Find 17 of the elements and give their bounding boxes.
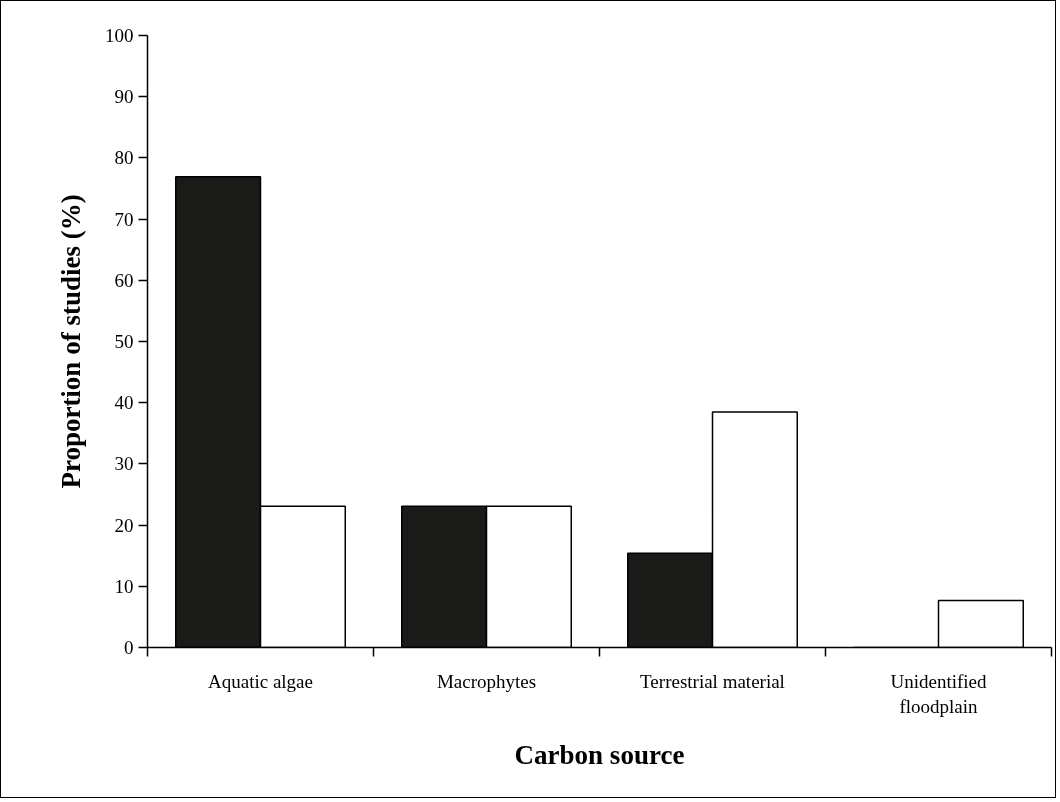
y-tick-label: 10 bbox=[114, 575, 134, 597]
x-tick-label: Macrophytes bbox=[436, 670, 537, 692]
y-tick-label: 60 bbox=[114, 269, 134, 291]
y-tick-label: 0 bbox=[124, 637, 134, 658]
x-tick-label: Terrestrial material bbox=[640, 670, 785, 692]
y-tick-label: 20 bbox=[114, 514, 134, 536]
y-tick-label: 40 bbox=[114, 392, 134, 414]
y-tick-label: 30 bbox=[114, 453, 134, 475]
y-tick-label: 70 bbox=[114, 208, 134, 230]
x-axis-title: Carbon source bbox=[514, 739, 685, 770]
x-tick-label: Unidentified floodplain bbox=[890, 670, 988, 717]
y-tick-label: 90 bbox=[114, 86, 134, 108]
y-tick-label: 80 bbox=[114, 147, 134, 169]
y-axis-title: Proportion of studies (%) bbox=[56, 194, 86, 489]
y-tick-label: 100 bbox=[105, 25, 134, 46]
x-tick-label: Aquatic algae bbox=[208, 670, 313, 692]
y-tick-label: 50 bbox=[114, 331, 134, 352]
